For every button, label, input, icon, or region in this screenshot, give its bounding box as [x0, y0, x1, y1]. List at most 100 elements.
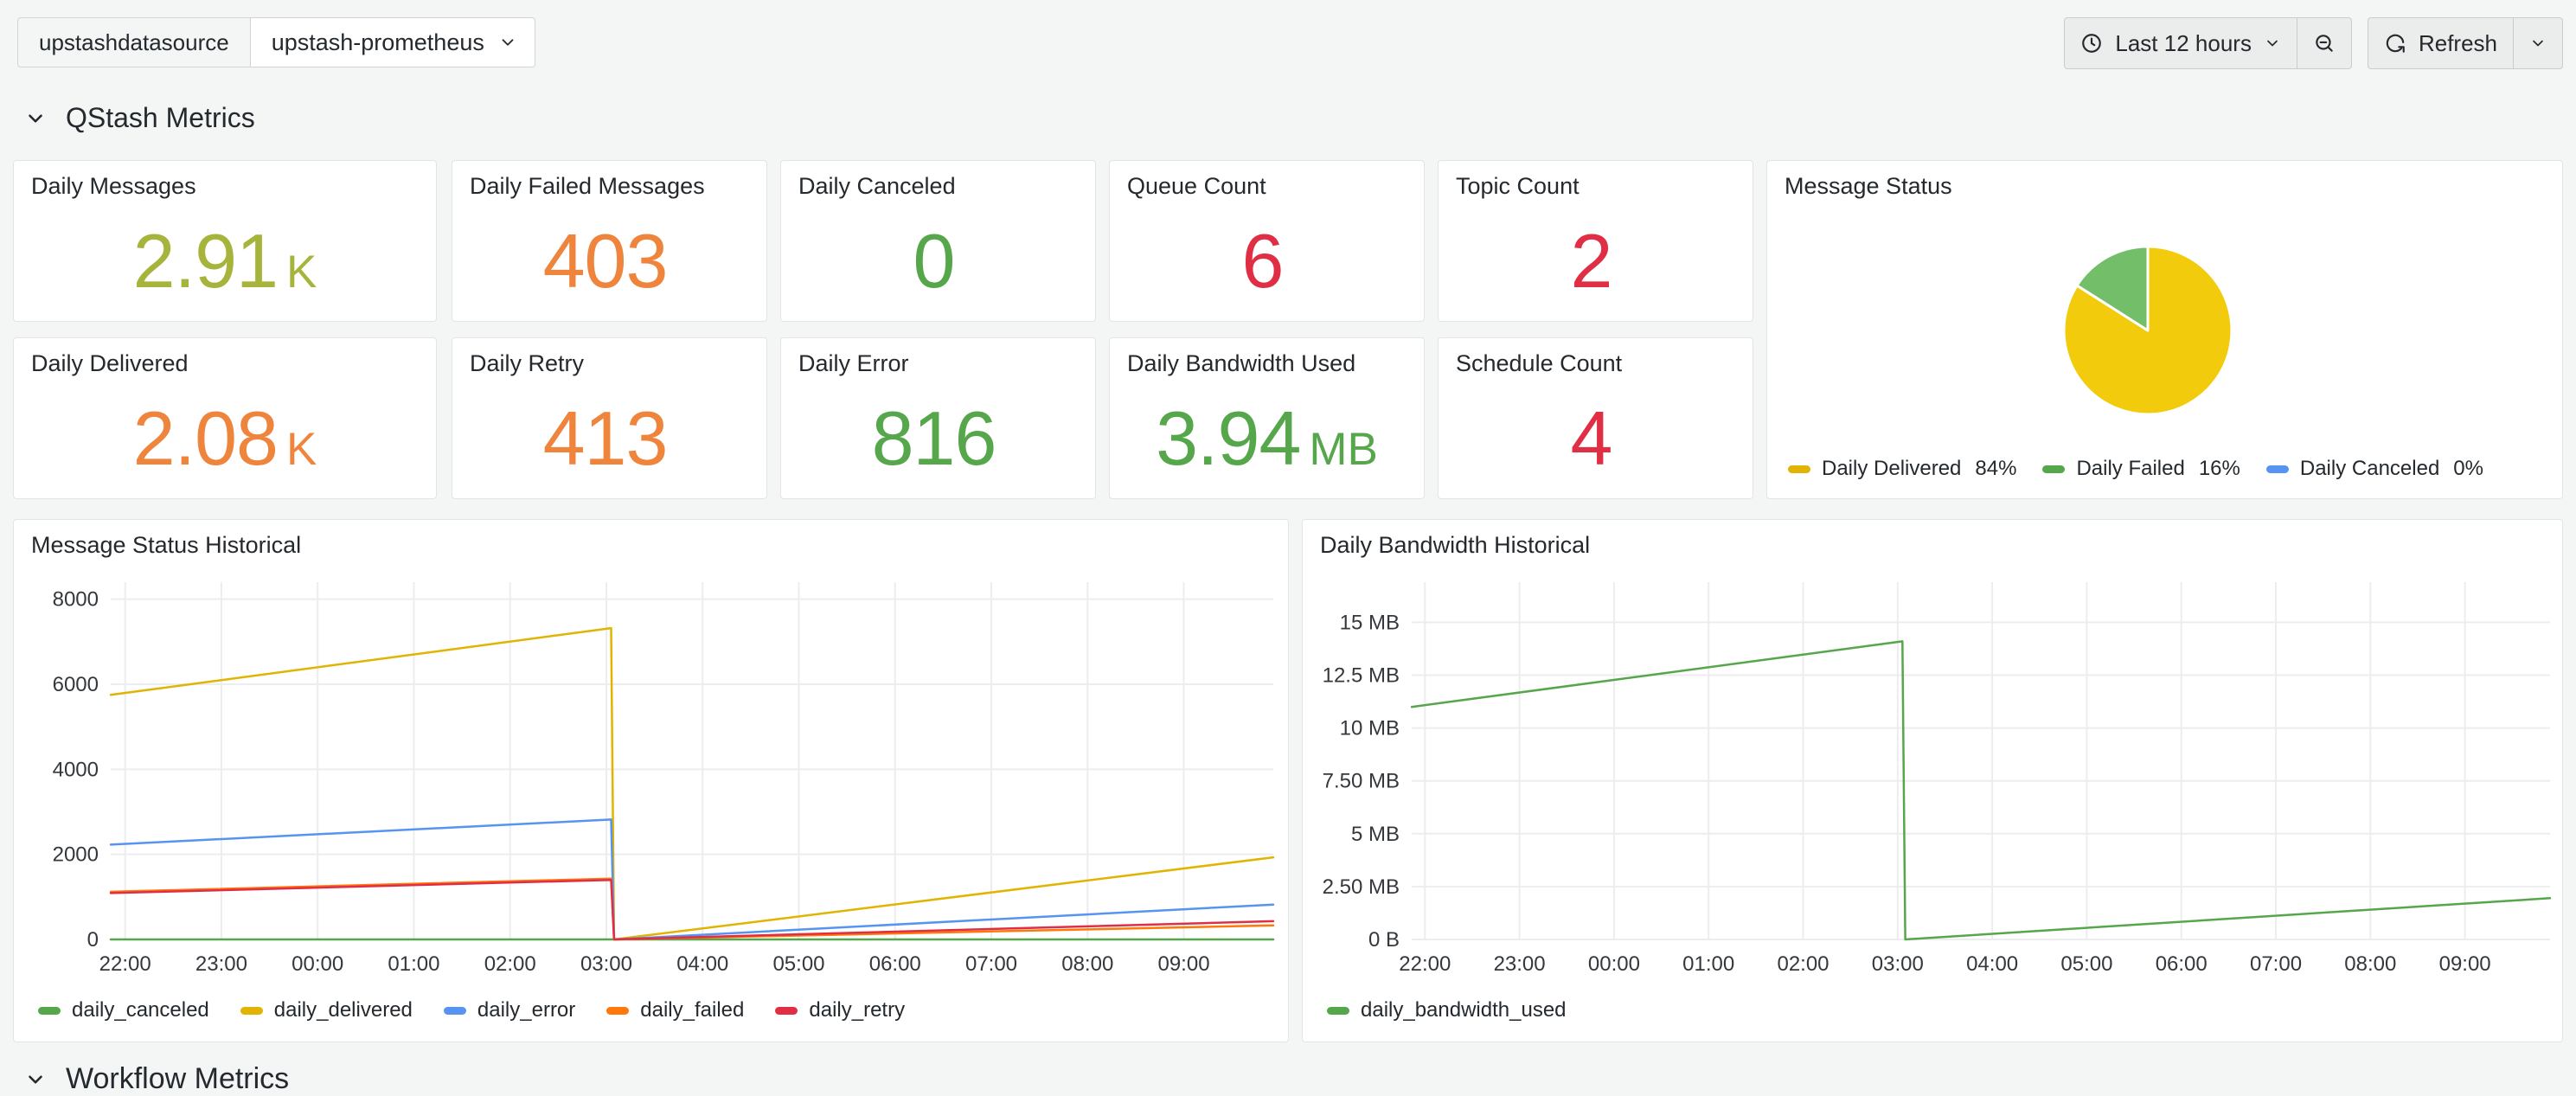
timeseries-plot[interactable]: 0 B 2.50 MB 5 MB 7.50 MB 10 MB 12.5 MB 15 MB 22… [1310, 580, 2557, 987]
svg-text:01:00: 01:00 [388, 952, 439, 976]
svg-text:6000: 6000 [53, 673, 99, 696]
svg-text:00:00: 00:00 [1588, 952, 1640, 976]
svg-text:04:00: 04:00 [1966, 952, 2018, 976]
svg-text:05:00: 05:00 [772, 952, 824, 976]
chart-panel-daily-bandwidth-historical: Daily Bandwidth Historical 0 B 2.50 MB 5 M… [1302, 519, 2563, 1042]
stat-value-number: 0 [913, 217, 956, 304]
legend-swatch [38, 1006, 61, 1015]
legend-label: daily_delivered [273, 998, 413, 1022]
timeseries-legend: daily_canceled daily_delivered daily_error… [38, 998, 905, 1022]
refresh-interval-button[interactable] [2513, 18, 2562, 68]
stat-value-number: 3.94 [1156, 394, 1301, 481]
stat-panel-title[interactable]: Daily Bandwidth Used [1127, 350, 1356, 376]
svg-text:8000: 8000 [53, 588, 99, 612]
pie-legend-item-daily-delivered[interactable]: Daily Delivered 84% [1788, 457, 2016, 481]
stat-value-number: 2 [1570, 217, 1613, 304]
chart-panel-message-status-historical: Message Status Historical 0 2000 4000 6000 8… [13, 519, 1289, 1042]
stat-panel: Schedule Count 4 [1438, 337, 1753, 499]
legend-item-daily_retry[interactable]: daily_retry [775, 998, 905, 1022]
stat-value-wrap: 3.94 MB [1110, 388, 1424, 488]
svg-text:03:00: 03:00 [1872, 952, 1924, 976]
svg-text:06:00: 06:00 [869, 952, 921, 976]
stat-panel-title[interactable]: Daily Failed Messages [470, 173, 705, 199]
stat-value: 6 [1242, 217, 1292, 305]
row-header-qstash-metrics[interactable]: QStash Metrics [24, 102, 255, 134]
stat-panel-title[interactable]: Daily Canceled [798, 173, 956, 199]
stat-panel-title[interactable]: Daily Error [798, 350, 909, 376]
legend-swatch [240, 1006, 263, 1015]
svg-text:7.50 MB: 7.50 MB [1323, 770, 1400, 793]
stat-panel-title[interactable]: Schedule Count [1456, 350, 1623, 376]
legend-swatch [443, 1006, 466, 1015]
legend-label: Daily Delivered [1822, 457, 1962, 480]
stat-value: 413 [543, 394, 676, 483]
stat-panel: Topic Count 2 [1438, 160, 1753, 322]
stat-panel: Daily Retry 413 [452, 337, 767, 499]
legend-label: Daily Failed [2076, 457, 2185, 480]
dashboard-toolbar: upstashdatasource upstash-prometheus Las… [0, 0, 2576, 87]
svg-text:0: 0 [87, 928, 99, 952]
stat-panel-title[interactable]: Daily Retry [470, 350, 585, 376]
datasource-value-text: upstash-prometheus [271, 29, 484, 55]
stat-value: 816 [872, 394, 1005, 483]
pie-legend-item-daily-canceled[interactable]: Daily Canceled 0% [2265, 457, 2483, 481]
stat-value: 3.94 MB [1156, 394, 1378, 483]
svg-text:08:00: 08:00 [1061, 952, 1113, 976]
svg-text:5 MB: 5 MB [1351, 823, 1400, 846]
refresh-button[interactable]: Refresh [2368, 18, 2513, 68]
svg-text:22:00: 22:00 [99, 952, 151, 976]
row-header-workflow-metrics[interactable]: Workflow Metrics [24, 1062, 289, 1096]
legend-item-daily_error[interactable]: daily_error [443, 998, 575, 1022]
stat-panel: Daily Delivered 2.08 K [13, 337, 437, 499]
svg-text:15 MB: 15 MB [1340, 611, 1400, 634]
stat-panel-title[interactable]: Queue Count [1127, 173, 1266, 199]
stat-value-wrap: 403 [452, 211, 766, 311]
pie-panel-title[interactable]: Message Status [1785, 173, 1952, 199]
stat-panel: Daily Failed Messages 403 [452, 160, 767, 322]
chevron-down-icon [24, 107, 47, 130]
legend-percent: 84% [1975, 457, 2017, 480]
refresh-group: Refresh [2367, 17, 2563, 69]
svg-text:2.50 MB: 2.50 MB [1323, 875, 1400, 899]
legend-item-daily_bandwidth_used[interactable]: daily_bandwidth_used [1327, 998, 1567, 1022]
legend-label: daily_failed [640, 998, 745, 1022]
refresh-label: Refresh [2418, 29, 2497, 56]
svg-text:0 B: 0 B [1368, 928, 1400, 952]
stat-value-wrap: 2 [1439, 211, 1753, 311]
stat-panel-title[interactable]: Daily Messages [31, 173, 196, 199]
svg-text:02:00: 02:00 [484, 952, 536, 976]
stat-value-number: 4 [1570, 394, 1613, 481]
timeseries-plot[interactable]: 0 2000 4000 6000 8000 22:00 23:00 00:00 01:00 02:… [21, 580, 1283, 987]
stat-value-number: 413 [542, 394, 669, 481]
legend-swatch [2265, 465, 2289, 473]
legend-label: Daily Canceled [2299, 457, 2440, 480]
stat-value-number: 2.08 [132, 394, 279, 481]
time-picker-button[interactable]: Last 12 hours [2065, 18, 2297, 68]
svg-text:22:00: 22:00 [1399, 952, 1451, 976]
svg-text:01:00: 01:00 [1682, 952, 1734, 976]
chart-panel-title[interactable]: Message Status Historical [31, 532, 302, 558]
chart-panel-title[interactable]: Daily Bandwidth Historical [1320, 532, 1591, 558]
stat-panel-title[interactable]: Daily Delivered [31, 350, 189, 376]
chevron-down-icon [498, 33, 517, 52]
chevron-down-icon [2264, 35, 2281, 52]
stat-value: 403 [543, 217, 676, 305]
datasource-picker-value[interactable]: upstash-prometheus [250, 17, 535, 67]
stat-value-suffix: K [285, 246, 317, 298]
svg-text:09:00: 09:00 [2439, 952, 2491, 976]
chevron-down-icon [24, 1068, 47, 1091]
pie-legend-item-daily-failed[interactable]: Daily Failed 16% [2042, 457, 2240, 481]
stat-value: 2.08 K [133, 394, 317, 483]
row-title-qstash: QStash Metrics [66, 102, 255, 133]
legend-item-daily_canceled[interactable]: daily_canceled [38, 998, 209, 1022]
zoom-out-button[interactable] [2296, 18, 2351, 68]
stat-panel-title[interactable]: Topic Count [1456, 173, 1580, 199]
legend-item-daily_delivered[interactable]: daily_delivered [240, 998, 413, 1022]
pie-chart[interactable] [1767, 161, 2564, 500]
legend-item-daily_failed[interactable]: daily_failed [606, 998, 744, 1022]
stat-value-suffix: MB [1309, 423, 1378, 475]
legend-label: daily_bandwidth_used [1361, 998, 1567, 1022]
stat-panel: Daily Bandwidth Used 3.94 MB [1109, 337, 1425, 499]
svg-text:05:00: 05:00 [2060, 952, 2112, 976]
datasource-picker: upstashdatasource upstash-prometheus [17, 17, 535, 67]
